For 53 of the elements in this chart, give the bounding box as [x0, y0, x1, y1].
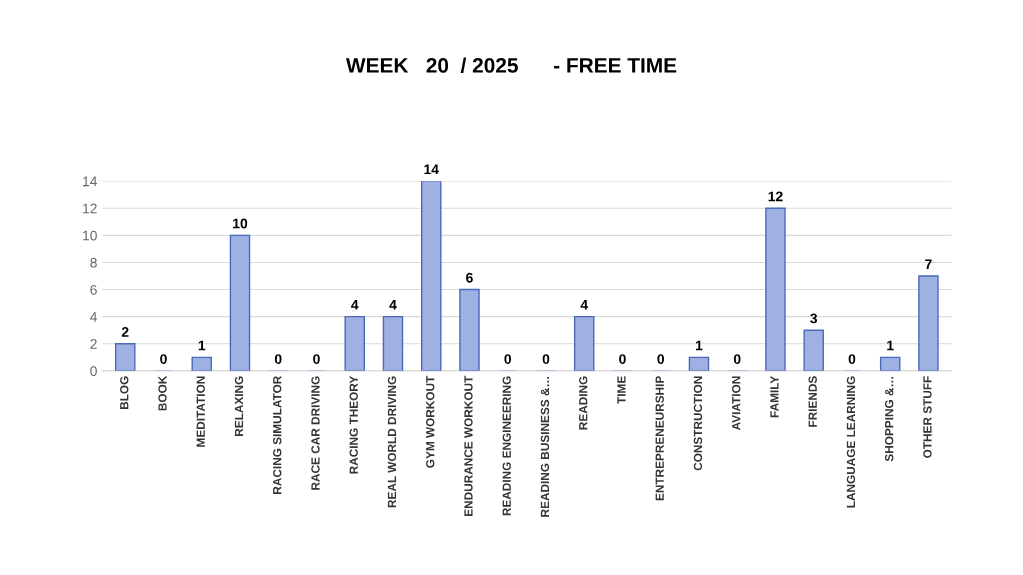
x-tick-label: READING: [579, 376, 588, 430]
data-label: 0: [542, 354, 550, 364]
data-label: 0: [619, 354, 626, 364]
y-tick-label: 12: [83, 203, 97, 214]
x-tick-label: TIME: [617, 376, 626, 404]
x-tick-label: RACING THEORY: [349, 375, 358, 474]
x-tick-label: GYM WORKOUT: [426, 375, 435, 468]
x-tick-label: LANGUAGE LEARNING: [846, 376, 856, 508]
data-label: 0: [160, 354, 167, 364]
x-tick-label: RACING SIMULATOR: [273, 375, 282, 494]
x-tick-label: BLOG: [120, 376, 129, 410]
data-label: 12: [768, 191, 783, 202]
x-tick-label: ENDURANCE WORKOUT: [464, 375, 473, 516]
x-tick-label: READING BUSINESS &…: [540, 377, 550, 517]
data-label: 4: [351, 300, 359, 310]
x-tick-label: RELAXING: [234, 376, 244, 436]
data-label: 6: [466, 272, 473, 283]
y-tick-label: 0: [90, 366, 97, 377]
data-label: 4: [580, 300, 588, 310]
data-label: 0: [657, 354, 664, 364]
data-label: 4: [389, 300, 397, 310]
data-label: 0: [733, 354, 741, 364]
x-tick-label: FRIENDS: [808, 376, 817, 427]
data-label: 0: [504, 354, 512, 364]
data-label: 7: [925, 259, 932, 269]
data-label: 3: [810, 313, 818, 324]
x-tick-label: READING ENGINEERING: [502, 376, 511, 516]
data-label: 0: [274, 354, 282, 364]
data-label: 1: [695, 340, 703, 351]
data-label: 10: [233, 218, 248, 229]
data-label: 2: [121, 327, 129, 337]
x-tick-label: RACE CAR DRIVING: [311, 376, 320, 490]
y-tick-label: 2: [90, 339, 97, 349]
data-label: 0: [848, 354, 856, 364]
y-tick-label: 14: [83, 176, 98, 187]
x-tick-label: SHOPPING &…: [885, 377, 894, 462]
x-tick-label: CONSTRUCTION: [693, 376, 703, 471]
y-tick-label: 6: [90, 284, 97, 295]
x-tick-label: AVIATION: [732, 376, 741, 431]
x-tick-label: OTHER STUFF: [923, 376, 932, 458]
data-label: 0: [313, 354, 320, 364]
y-tick-label: 8: [90, 257, 97, 268]
data-label: 1: [887, 340, 894, 351]
y-tick-label: 10: [83, 230, 97, 241]
chart-title: WEEK 20 / 2025 - FREE TIME: [345, 57, 677, 74]
x-tick-label: ENTREPRENEURSHIP: [655, 376, 664, 501]
x-tick-label: REAL WORLD DRIVING: [387, 376, 397, 508]
y-tick-label: 4: [90, 312, 98, 322]
x-tick-label: FAMILY: [770, 375, 779, 418]
x-tick-label: BOOK: [158, 375, 167, 411]
x-tick-label: MEDITATION: [196, 376, 205, 447]
data-label: 1: [198, 340, 206, 351]
data-label: 14: [424, 164, 439, 175]
